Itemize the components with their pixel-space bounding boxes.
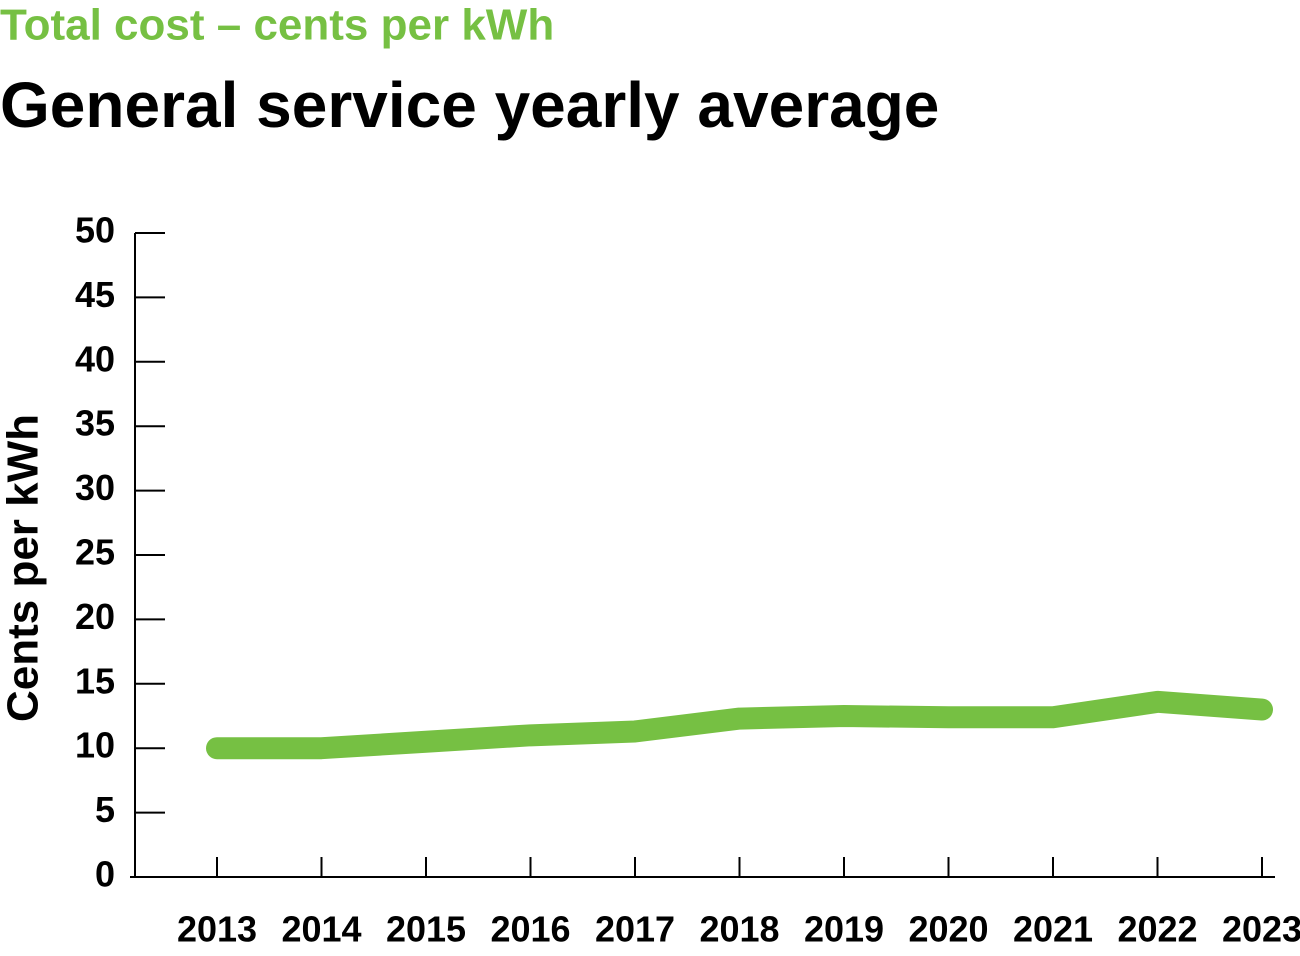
x-tick-label: 2017 <box>595 909 675 950</box>
x-tick-label: 2013 <box>177 909 257 950</box>
x-tick-label: 2015 <box>386 909 466 950</box>
y-tick-label: 35 <box>75 403 115 444</box>
y-axis-label: Cents per kWh <box>0 414 48 722</box>
y-tick-label: 50 <box>75 210 115 251</box>
x-tick-label: 2022 <box>1117 909 1197 950</box>
y-tick-label: 15 <box>75 660 115 701</box>
y-tick-label: 0 <box>95 854 115 895</box>
y-tick-label: 45 <box>75 274 115 315</box>
x-tick-label: 2014 <box>281 909 361 950</box>
y-tick-label: 25 <box>75 532 115 573</box>
y-tick-label: 30 <box>75 467 115 508</box>
y-tick-label: 40 <box>75 338 115 379</box>
x-tick-label: 2018 <box>699 909 779 950</box>
x-tick-label: 2019 <box>804 909 884 950</box>
chart-subtitle: Total cost – cents per kWh <box>0 1 554 50</box>
y-tick-label: 10 <box>75 725 115 766</box>
x-tick-label: 2021 <box>1013 909 1093 950</box>
x-tick-label: 2020 <box>908 909 988 950</box>
chart-title: General service yearly average <box>0 69 939 141</box>
x-tick-label: 2023 <box>1222 909 1300 950</box>
y-tick-label: 20 <box>75 596 115 637</box>
x-tick-label: 2016 <box>490 909 570 950</box>
data-line <box>206 690 1273 760</box>
y-tick-label: 5 <box>95 789 115 830</box>
